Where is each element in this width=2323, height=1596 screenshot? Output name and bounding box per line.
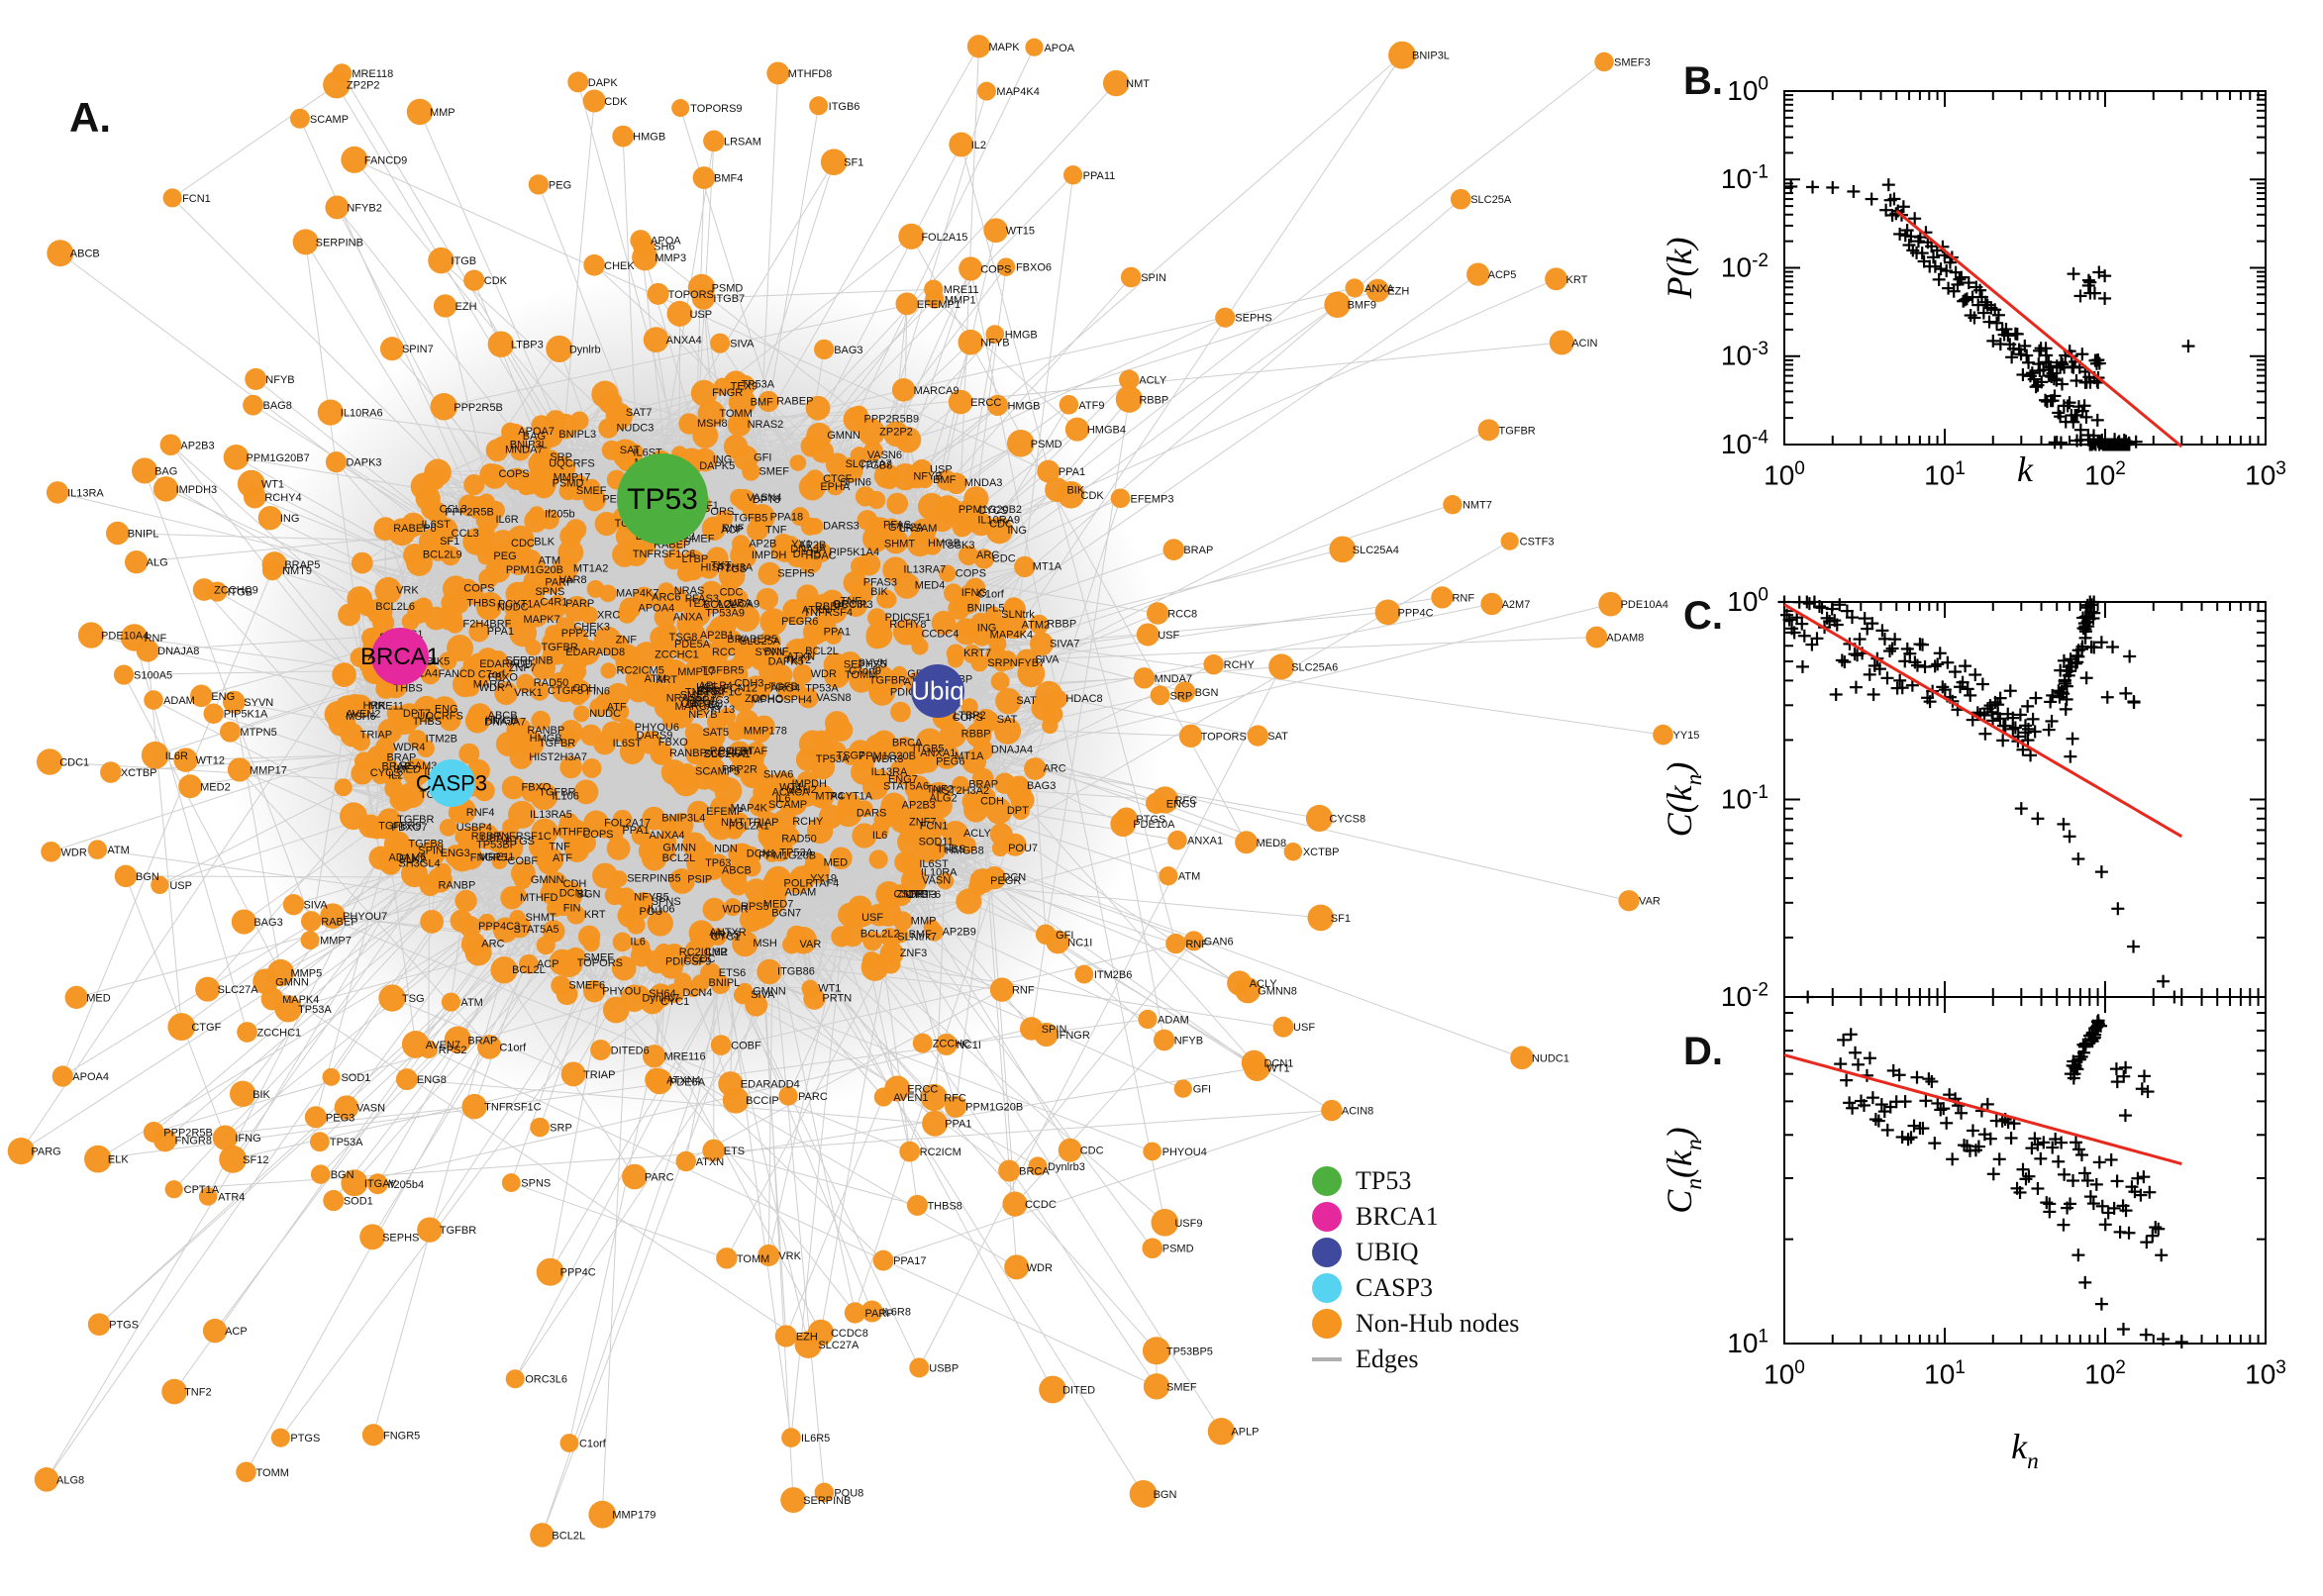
- svg-text:PPM1G20B7: PPM1G20B7: [247, 452, 310, 464]
- svg-text:BRAP: BRAP: [467, 1035, 497, 1047]
- svg-text:DCN1: DCN1: [1263, 1057, 1293, 1069]
- svg-text:Dynlrb: Dynlrb: [569, 344, 601, 355]
- svg-text:CDK: CDK: [484, 275, 508, 287]
- svg-text:RCC8: RCC8: [1167, 609, 1197, 621]
- svg-text:ITGB6: ITGB6: [829, 101, 860, 113]
- svg-text:IL13RA: IL13RA: [67, 487, 104, 499]
- svg-text:CHEK: CHEK: [604, 260, 635, 272]
- svg-text:MRE11: MRE11: [944, 284, 979, 296]
- svg-text:PPA11: PPA11: [1083, 170, 1116, 182]
- svg-text:HMGB: HMGB: [633, 132, 665, 144]
- svg-text:TNFRSF1C: TNFRSF1C: [484, 1102, 542, 1114]
- svg-text:SMEF: SMEF: [1166, 1381, 1197, 1393]
- svg-text:BCL2L: BCL2L: [552, 1530, 585, 1542]
- svg-text:CDK: CDK: [604, 96, 628, 108]
- svg-text:MAPK: MAPK: [988, 42, 1020, 53]
- svg-text:ACP5: ACP5: [1488, 269, 1517, 281]
- svg-text:TOMM: TOMM: [256, 1467, 289, 1479]
- svg-text:ATM: ATM: [1178, 871, 1200, 883]
- svg-text:ELK: ELK: [108, 1154, 129, 1166]
- svg-text:ENG3: ENG3: [1166, 798, 1196, 810]
- svg-text:MMP: MMP: [430, 107, 455, 119]
- svg-text:SF12: SF12: [243, 1154, 268, 1166]
- svg-text:LRSAM: LRSAM: [724, 136, 761, 148]
- svg-text:SPIN: SPIN: [1141, 272, 1166, 284]
- svg-text:USP: USP: [689, 309, 712, 321]
- svg-text:SIVA: SIVA: [303, 900, 328, 912]
- svg-text:BAG3: BAG3: [834, 345, 862, 356]
- svg-text:PEG3: PEG3: [326, 1112, 354, 1124]
- svg-text:CSTF3: CSTF3: [1520, 537, 1555, 549]
- svg-text:APOA4: APOA4: [72, 1071, 109, 1083]
- svg-text:MRE116: MRE116: [664, 1051, 706, 1063]
- svg-text:USF: USF: [1293, 1022, 1315, 1034]
- svg-text:MARCA9: MARCA9: [914, 385, 960, 397]
- svg-text:RFC: RFC: [944, 1092, 966, 1104]
- svg-text:PPP4C: PPP4C: [560, 1267, 596, 1279]
- svg-text:PTGS: PTGS: [290, 1433, 320, 1445]
- svg-text:SPNS: SPNS: [521, 1178, 551, 1190]
- svg-text:CCDC: CCDC: [1025, 1199, 1057, 1211]
- svg-text:RPS2: RPS2: [439, 1045, 467, 1056]
- svg-text:PEG: PEG: [549, 179, 571, 191]
- svg-text:PARG: PARG: [31, 1147, 60, 1158]
- svg-text:TNF2: TNF2: [184, 1387, 212, 1399]
- svg-text:S100A5: S100A5: [134, 670, 172, 682]
- svg-text:COBF: COBF: [731, 1041, 761, 1052]
- svg-text:ALG: ALG: [147, 557, 168, 569]
- svg-text:PDE10A4: PDE10A4: [101, 631, 149, 643]
- svg-text:CDC: CDC: [1080, 1146, 1104, 1157]
- svg-text:SOD1: SOD1: [344, 1196, 373, 1208]
- svg-text:RNF: RNF: [1012, 985, 1035, 997]
- svg-text:ERCC: ERCC: [970, 397, 1001, 409]
- svg-text:RNF: RNF: [1452, 592, 1474, 604]
- svg-text:BGN: BGN: [331, 1169, 354, 1181]
- svg-text:BMF9: BMF9: [1348, 300, 1376, 312]
- svg-text:BCCIP: BCCIP: [746, 1095, 779, 1107]
- svg-text:BAG8: BAG8: [263, 400, 292, 412]
- svg-text:PIP5K1A: PIP5K1A: [224, 709, 268, 721]
- svg-text:FOL2A15: FOL2A15: [921, 232, 967, 244]
- svg-text:MAP4K4: MAP4K4: [996, 86, 1039, 98]
- svg-text:ADAM: ADAM: [1158, 1014, 1189, 1026]
- svg-text:DITED: DITED: [1062, 1385, 1095, 1397]
- svg-text:ORC3L6: ORC3L6: [525, 1374, 567, 1386]
- svg-text:WT15: WT15: [1006, 226, 1035, 238]
- svg-text:TGFBR: TGFBR: [440, 1225, 476, 1237]
- svg-text:EFEMP3: EFEMP3: [1131, 493, 1174, 505]
- svg-text:IL10RA6: IL10RA6: [341, 408, 383, 420]
- svg-text:RC2ICM: RC2ICM: [920, 1147, 961, 1158]
- svg-text:ACP: ACP: [225, 1326, 248, 1338]
- svg-text:IL2: IL2: [971, 140, 986, 151]
- svg-text:XCTBP: XCTBP: [121, 767, 157, 779]
- svg-text:ITGB: ITGB: [451, 255, 476, 267]
- svg-text:USBP: USBP: [929, 1362, 959, 1374]
- svg-text:MED2: MED2: [200, 781, 231, 793]
- svg-text:SLC25A4: SLC25A4: [1353, 545, 1399, 556]
- svg-text:EZH: EZH: [455, 301, 477, 313]
- svg-text:ANXA1: ANXA1: [1187, 836, 1223, 848]
- svg-text:BGN: BGN: [1154, 1489, 1177, 1501]
- svg-text:MMP179: MMP179: [612, 1510, 656, 1522]
- svg-text:MTPN5: MTPN5: [240, 727, 276, 739]
- svg-text:APLP: APLP: [1231, 1427, 1259, 1439]
- svg-text:CCDC8: CCDC8: [831, 1328, 868, 1340]
- svg-text:MMP3: MMP3: [655, 252, 686, 264]
- svg-text:AP2B3: AP2B3: [180, 440, 214, 451]
- svg-text:BRAP: BRAP: [1183, 545, 1213, 556]
- svg-text:BAG: BAG: [154, 465, 177, 477]
- svg-text:XCTBP: XCTBP: [1303, 847, 1340, 858]
- svg-text:SERPINB: SERPINB: [316, 237, 363, 249]
- svg-text:ATXN: ATXN: [696, 1156, 725, 1168]
- svg-text:PSMD: PSMD: [1031, 439, 1062, 450]
- svg-text:FCN1: FCN1: [182, 193, 211, 205]
